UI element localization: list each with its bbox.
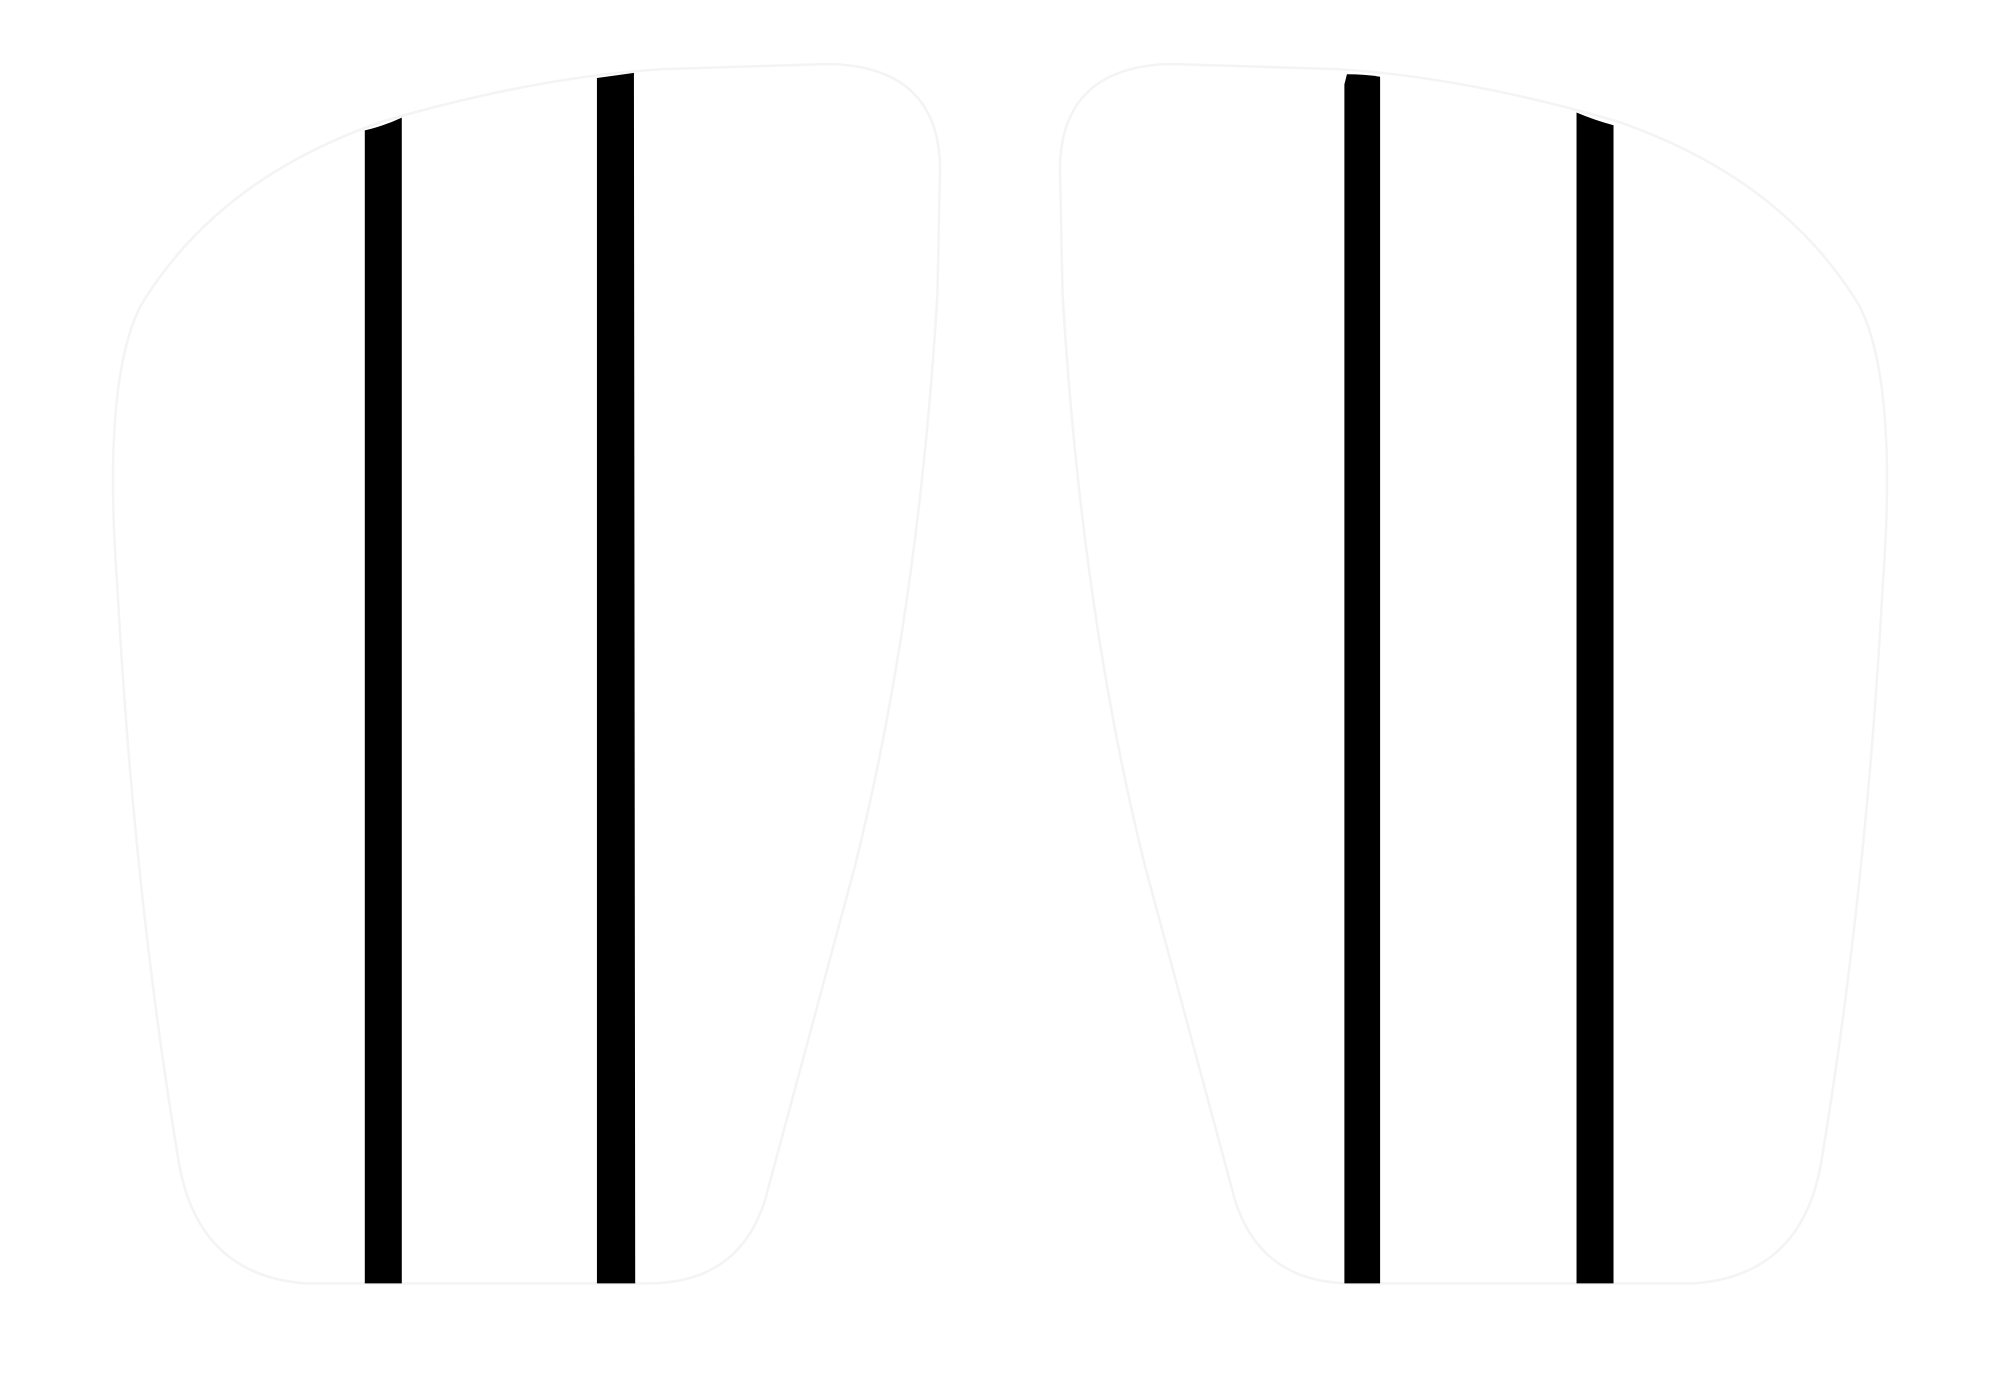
- bar: [1344, 74, 1381, 1284]
- bar: [364, 117, 402, 1284]
- left-lens: [111, 62, 942, 1285]
- bar: [1576, 112, 1614, 1284]
- right-lens: [1058, 62, 1889, 1285]
- bar: [596, 72, 636, 1284]
